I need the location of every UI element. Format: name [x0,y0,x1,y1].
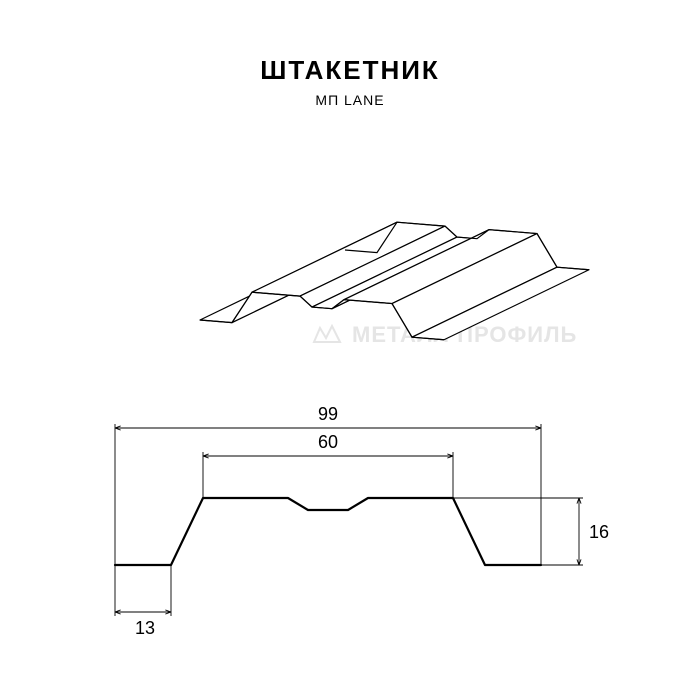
dim-flange-width: 13 [135,618,155,639]
dim-height: 16 [589,522,609,543]
dim-top-width: 60 [318,432,338,453]
dim-overall-width: 99 [318,404,338,425]
technical-drawing [0,0,700,700]
